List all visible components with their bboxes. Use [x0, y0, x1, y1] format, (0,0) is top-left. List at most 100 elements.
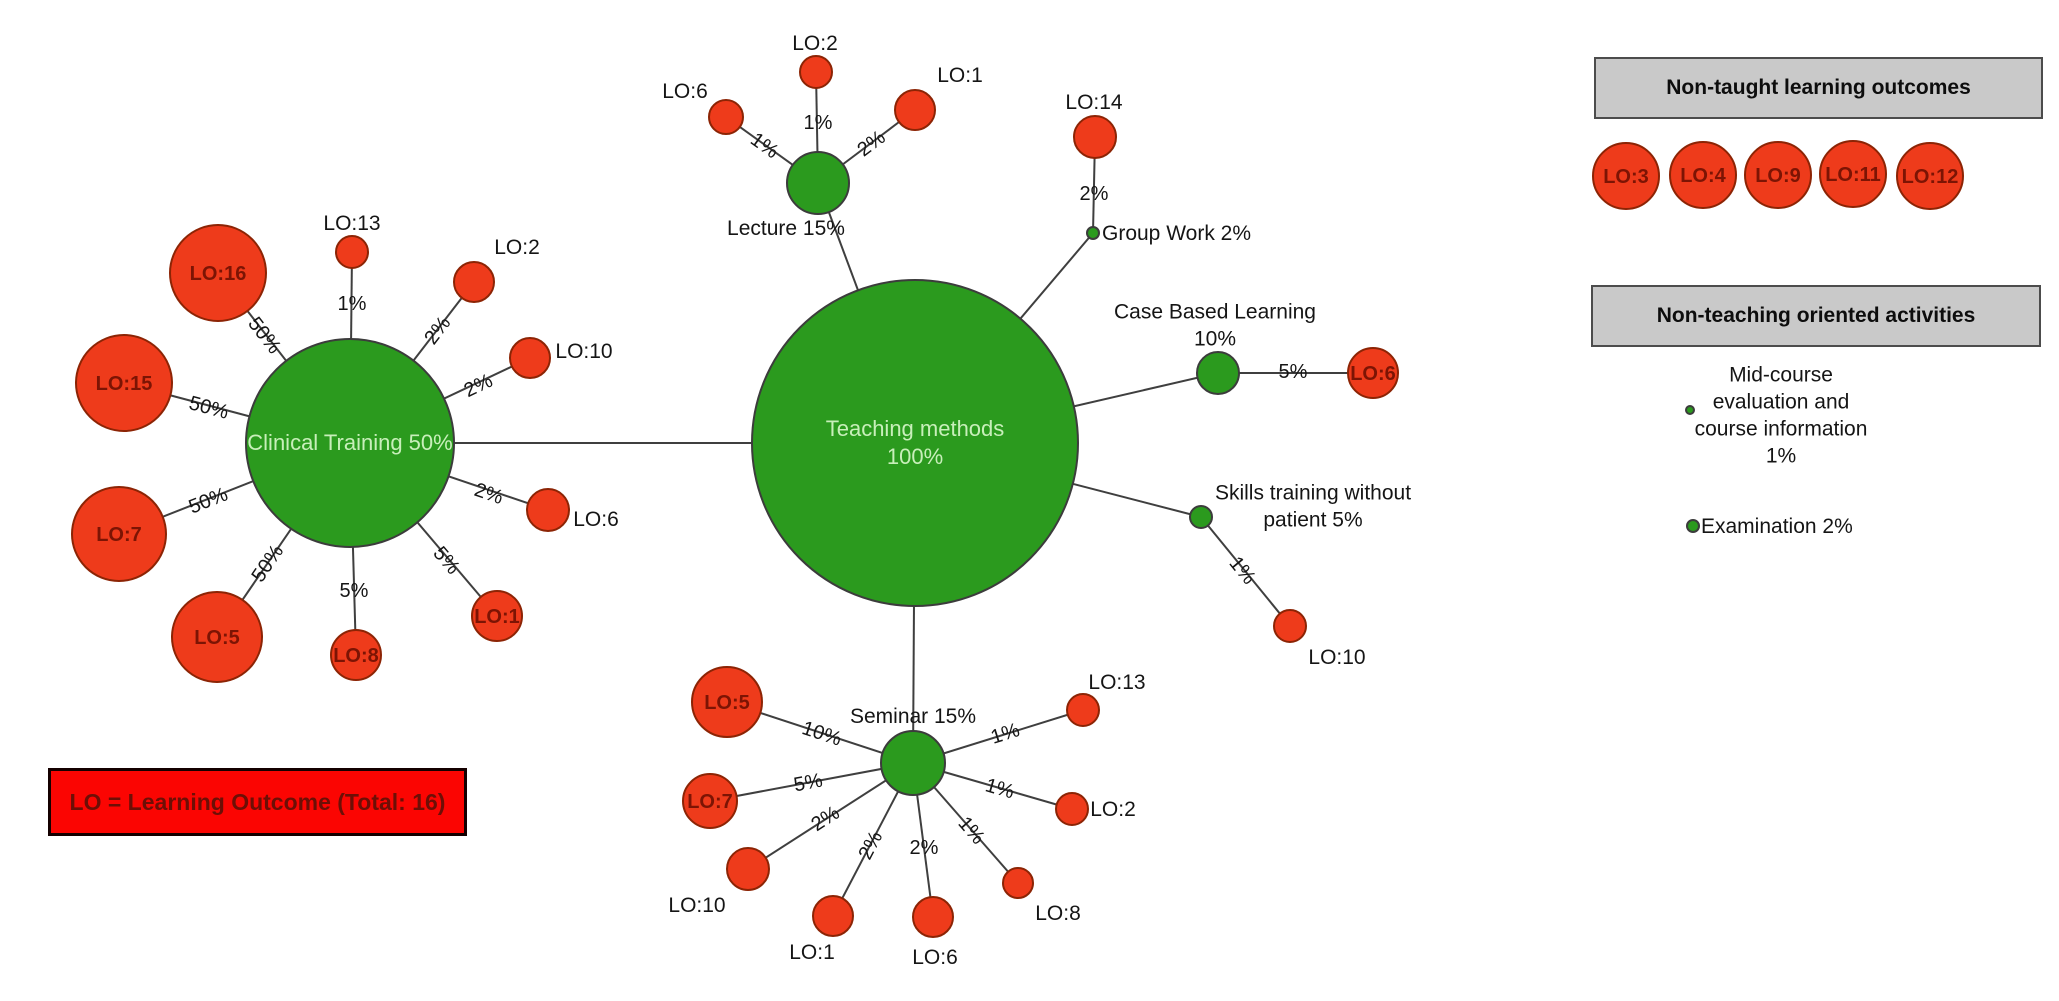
label-s-lo13: LO:13 — [1088, 671, 1145, 694]
label-cb-lo6: LO:6 — [1350, 363, 1396, 385]
node-lecture — [786, 151, 850, 215]
node-mid-dot — [1685, 405, 1695, 415]
node-nt-lo3 — [1592, 142, 1660, 210]
node-teaching — [751, 279, 1079, 607]
edge-weight-clinical-c-lo6: 2% — [471, 479, 506, 509]
label-c-lo10: LO:10 — [555, 340, 612, 363]
node-s-lo6 — [912, 896, 954, 938]
label-c-lo1: LO:1 — [474, 606, 520, 628]
node-nt-lo11 — [1819, 140, 1887, 208]
node-cb-lo6 — [1347, 347, 1399, 399]
node-c-lo6 — [526, 488, 570, 532]
label-skills: Skills training without patient 5% — [1215, 482, 1411, 532]
node-c-lo2 — [453, 261, 495, 303]
label-nt-lo4: LO:4 — [1680, 165, 1726, 187]
node-s-lo1 — [812, 895, 854, 937]
label-s-lo2: LO:2 — [1090, 798, 1136, 821]
edge-weight-seminar-s-lo7: 5% — [792, 769, 825, 796]
node-s-lo5 — [691, 666, 763, 738]
edge-weight-seminar-s-lo5: 10% — [799, 717, 844, 750]
label-nt-lo12: LO:12 — [1902, 166, 1959, 188]
legend-non-teaching-title: Non-teaching oriented activities — [1656, 304, 1976, 327]
edge-weight-casebased-cb-lo6: 5% — [1279, 361, 1308, 383]
label-sk-lo10: LO:10 — [1308, 646, 1365, 669]
label-s-lo10: LO:10 — [668, 894, 725, 917]
edge-weight-clinical-c-lo1: 5% — [428, 543, 464, 579]
node-l-lo2 — [799, 55, 833, 89]
label-s-lo1: LO:1 — [789, 941, 835, 964]
edge-skills-sk-lo10 — [1200, 516, 1291, 627]
label-nt-lo11: LO:11 — [1825, 164, 1881, 186]
edge-weight-clinical-c-lo5: 50% — [247, 541, 288, 587]
edge-weight-lecture-l-lo6: 1% — [746, 128, 782, 163]
label-c-lo13: LO:13 — [323, 212, 380, 235]
label-s-lo8: LO:8 — [1035, 902, 1081, 925]
node-sk-lo10 — [1273, 609, 1307, 643]
edge-weight-clinical-c-lo13: 1% — [338, 293, 367, 315]
edge-weight-lecture-l-lo1: 2% — [853, 126, 889, 161]
label-nt-lo3: LO:3 — [1603, 166, 1649, 188]
node-l-lo1 — [894, 89, 936, 131]
label-clinical: Clinical Training 50% — [247, 430, 452, 455]
node-s-lo8 — [1002, 867, 1034, 899]
label-lecture: Lecture 15% — [727, 217, 845, 240]
label-s-lo7: LO:7 — [687, 791, 733, 813]
lo-definition-text: LO = Learning Outcome (Total: 16) — [69, 788, 446, 815]
label-nt-lo9: LO:9 — [1755, 165, 1801, 187]
nodes-layer — [71, 55, 1964, 938]
edge-weight-seminar-s-lo10: 2% — [807, 802, 843, 836]
label-c-lo6: LO:6 — [573, 508, 619, 531]
edge-weight-clinical-c-lo10: 2% — [461, 370, 497, 402]
label-teaching: Teaching methods 100% — [826, 416, 1005, 469]
node-g-lo14 — [1073, 115, 1117, 159]
node-c-lo8 — [330, 629, 382, 681]
node-nt-lo9 — [1744, 141, 1812, 209]
label-groupwork: Group Work 2% — [1102, 222, 1251, 245]
label-seminar: Seminar 15% — [850, 705, 976, 728]
label-exam-dot: Examination 2% — [1701, 515, 1853, 538]
edge-weight-seminar-s-lo1: 2% — [854, 827, 887, 863]
legend-non-teaching-header: Non-teaching oriented activities — [1591, 285, 2041, 347]
node-s-lo7 — [682, 773, 738, 829]
lo-definition-note: LO = Learning Outcome (Total: 16) — [48, 768, 467, 836]
label-s-lo5: LO:5 — [704, 692, 750, 714]
node-casebased — [1196, 351, 1240, 395]
label-s-lo6: LO:6 — [912, 946, 958, 969]
node-nt-lo12 — [1896, 142, 1964, 210]
label-g-lo14: LO:14 — [1065, 91, 1123, 114]
node-c-lo5 — [171, 591, 263, 683]
label-c-lo16: LO:16 — [190, 263, 247, 285]
label-c-lo15: LO:15 — [96, 373, 153, 395]
label-l-lo6: LO:6 — [662, 80, 708, 103]
node-c-lo15 — [75, 334, 173, 432]
label-c-lo7: LO:7 — [96, 524, 142, 546]
node-seminar — [880, 730, 946, 796]
node-l-lo6 — [708, 99, 744, 135]
edge-weight-clinical-c-lo8: 5% — [340, 580, 369, 602]
edge-weight-seminar-s-lo2: 1% — [983, 774, 1017, 803]
edge-weight-seminar-s-lo13: 1% — [988, 719, 1022, 749]
edge-weight-clinical-c-lo7: 50% — [186, 483, 232, 518]
label-mid-dot: Mid-course evaluation and course informati… — [1695, 364, 1868, 468]
node-nt-lo4 — [1669, 141, 1737, 209]
node-clinical — [245, 338, 455, 548]
label-l-lo1: LO:1 — [937, 64, 983, 87]
node-c-lo7 — [71, 486, 167, 582]
node-s-lo2 — [1055, 792, 1089, 826]
edge-weight-lecture-l-lo2: 1% — [804, 112, 833, 134]
node-c-lo1 — [471, 590, 523, 642]
node-s-lo10 — [726, 847, 770, 891]
label-l-lo2: LO:2 — [792, 32, 838, 55]
edge-seminar-s-lo7 — [709, 762, 914, 802]
node-s-lo13 — [1066, 693, 1100, 727]
labels-layer: 50%1%2%2%50%50% 2%50% 5%5%1%1%2%2%5%1%10%5… — [96, 32, 1959, 969]
node-groupwork — [1086, 226, 1100, 240]
label-casebased: Case Based Learning 10% — [1114, 301, 1316, 351]
node-c-lo16 — [169, 224, 267, 322]
node-exam-dot — [1686, 519, 1700, 533]
edge-weight-clinical-c-lo15: 50% — [187, 392, 232, 424]
edge-weight-seminar-s-lo6: 2% — [910, 837, 939, 859]
label-c-lo2: LO:2 — [494, 236, 540, 259]
